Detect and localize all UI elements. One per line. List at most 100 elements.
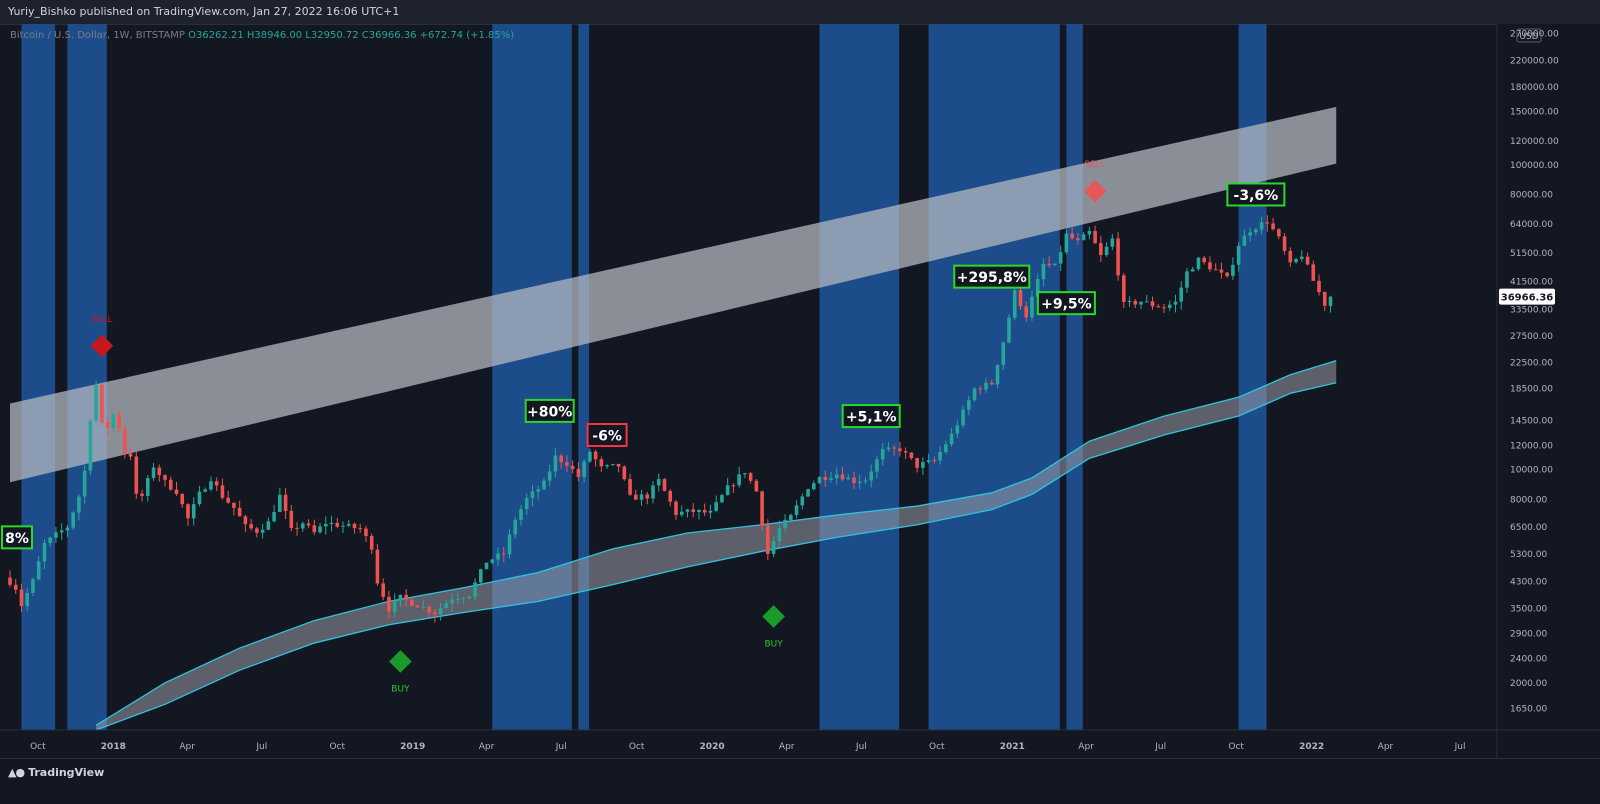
candle-body <box>260 529 265 533</box>
candle-body <box>1024 306 1029 318</box>
percent-label-box <box>1036 291 1096 316</box>
candle-65 <box>381 578 385 601</box>
candle-33 <box>197 485 202 507</box>
candle-42 <box>249 518 253 531</box>
candle-body <box>323 524 328 527</box>
candle-217 <box>1254 227 1258 236</box>
candle-body <box>857 481 862 483</box>
candle-body <box>496 553 500 560</box>
candle-108 <box>628 473 632 497</box>
candle-111 <box>645 491 650 505</box>
tradingview-logo[interactable]: ▲● TradingView <box>8 766 104 779</box>
symbol-legend: Bitcoin / U.S. Dollar, 1W, BITSTAMP O362… <box>10 30 514 41</box>
candle-body <box>1305 256 1310 265</box>
candle-106 <box>616 463 621 473</box>
candle-159 <box>921 457 925 475</box>
publisher-bar: Yuriy_Bishko published on TradingView.co… <box>0 0 1600 25</box>
candle-body <box>817 477 822 484</box>
candle-body <box>105 422 110 429</box>
candle-25 <box>151 462 156 481</box>
candle-222 <box>1282 233 1287 255</box>
candle-body <box>949 433 954 445</box>
price-chart[interactable]: SELL SELL BUY BUY 8% +80% -6% +5,1% +295,8% +9,5… <box>0 24 1600 758</box>
candle-body <box>484 562 489 570</box>
candle-125 <box>725 477 730 496</box>
candle-body <box>674 501 678 515</box>
tradingview-mark-icon: ▲● <box>8 766 25 779</box>
candle-body <box>1127 300 1132 302</box>
candle-body <box>777 528 782 542</box>
footer <box>0 758 1600 804</box>
candle-body <box>283 494 288 511</box>
candle-197 <box>1139 301 1143 310</box>
candle-16 <box>100 384 104 426</box>
candle-204 <box>1179 281 1184 310</box>
candle-body <box>1001 342 1006 365</box>
candle-body <box>478 569 483 583</box>
candle-147 <box>852 471 856 490</box>
candle-92 <box>536 485 541 500</box>
candle-72 <box>421 599 426 610</box>
candle-body <box>754 480 759 492</box>
candle-body <box>1185 271 1189 288</box>
candle-body <box>1116 238 1120 276</box>
candle-body <box>220 485 225 498</box>
candle-67 <box>392 593 397 618</box>
time-tick-13: 2021 <box>1000 742 1025 752</box>
candle-6 <box>42 539 47 569</box>
candle-body <box>421 606 426 608</box>
candle-body <box>1288 250 1293 263</box>
candle-214 <box>1236 241 1241 272</box>
candle-body <box>318 526 322 533</box>
candle-body <box>134 456 139 494</box>
time-tick-18: Apr <box>1378 742 1394 752</box>
candle-body <box>697 510 701 513</box>
price-tick-14: 14500.00 <box>1510 417 1553 427</box>
candle-body <box>938 451 942 461</box>
candle-body <box>588 451 592 462</box>
price-tick-0: 270000.00 <box>1510 29 1559 39</box>
legend-open: O36262.21 <box>188 30 244 41</box>
candle-140 <box>811 480 816 491</box>
candle-15 <box>94 381 98 423</box>
candle-body <box>989 382 994 385</box>
candle-50 <box>295 522 299 536</box>
candle-body <box>1099 243 1103 256</box>
candle-218 <box>1259 216 1264 235</box>
candle-178 <box>1030 290 1034 322</box>
candle-body <box>903 451 908 453</box>
legend-low: L32950.72 <box>305 30 359 41</box>
lower-band-fill <box>96 360 1337 730</box>
time-tick-6: Apr <box>479 742 495 752</box>
candle-59 <box>346 520 351 528</box>
candle-body <box>783 519 787 529</box>
candle-body <box>71 512 75 528</box>
candle-115 <box>668 489 673 507</box>
candle-99 <box>576 462 581 482</box>
candle-body <box>519 509 523 520</box>
time-tick-0: Oct <box>30 742 46 752</box>
candle-68 <box>398 594 403 607</box>
candle-body <box>1110 238 1115 247</box>
candle-163 <box>944 440 948 454</box>
candle-body <box>335 522 340 527</box>
candle-body <box>1150 301 1155 307</box>
candle-219 <box>1265 215 1270 232</box>
candle-body <box>553 455 558 472</box>
candle-body <box>427 606 431 613</box>
candle-153 <box>886 442 891 452</box>
candle-body <box>748 473 753 481</box>
percent-label-1: +80% <box>524 398 575 423</box>
candle-20 <box>123 424 127 459</box>
candle-194 <box>1122 272 1126 308</box>
candle-body <box>266 521 271 530</box>
candle-body <box>450 599 454 604</box>
candle-95 <box>553 448 558 478</box>
candle-182 <box>1053 263 1057 267</box>
percent-label-2: -6% <box>586 423 628 448</box>
candle-143 <box>829 472 833 483</box>
last-price-badge: 36966.36 <box>1499 288 1555 305</box>
candle-206 <box>1190 266 1195 272</box>
candle-body <box>995 364 1000 385</box>
candle-186 <box>1076 233 1080 245</box>
